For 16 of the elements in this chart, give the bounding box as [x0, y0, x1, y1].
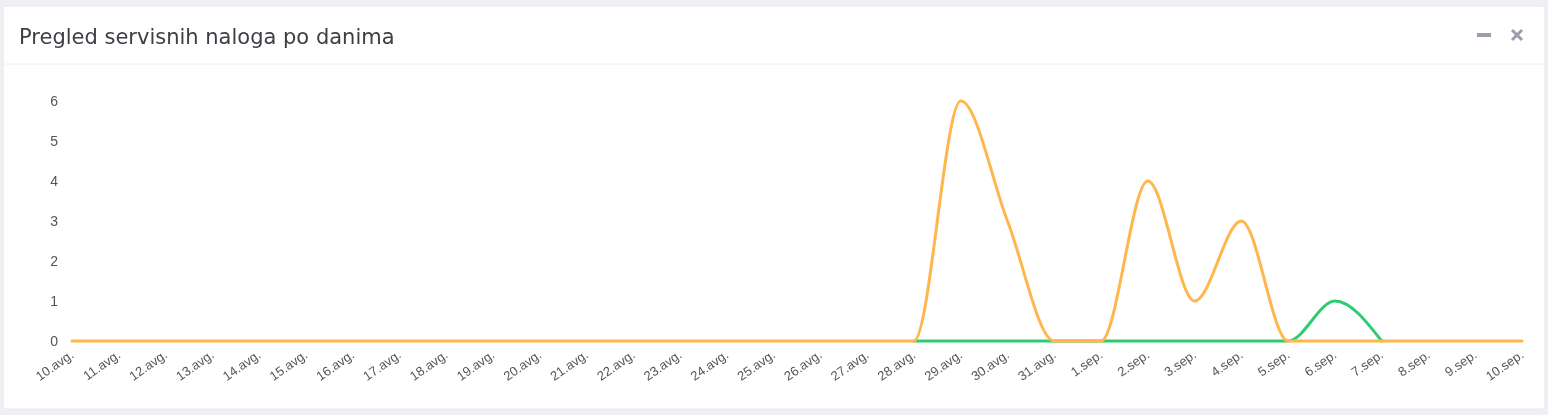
line-series — [70, 99, 1524, 343]
y-tick-label: 2 — [50, 252, 59, 269]
chart-title: Pregled servisnih naloga po danima — [19, 25, 395, 49]
y-tick-label: 5 — [50, 132, 59, 149]
y-tick-label: 1 — [50, 292, 59, 309]
x-tick-label: 7.sep. — [1348, 346, 1387, 380]
x-tick-label: 3.sep. — [1161, 346, 1199, 380]
x-tick-label: 5.sep. — [1254, 346, 1293, 380]
y-tick-label: 3 — [50, 212, 59, 229]
y-tick-label: 4 — [50, 172, 59, 189]
x-tick-label: 4.sep. — [1208, 346, 1246, 380]
y-tick-label: 6 — [50, 92, 59, 109]
x-tick-label: 9.sep. — [1441, 346, 1480, 380]
y-tick-label: 0 — [50, 332, 59, 349]
x-tick-label: 8.sep. — [1395, 346, 1433, 380]
x-tick-label: 6.sep. — [1301, 346, 1340, 380]
